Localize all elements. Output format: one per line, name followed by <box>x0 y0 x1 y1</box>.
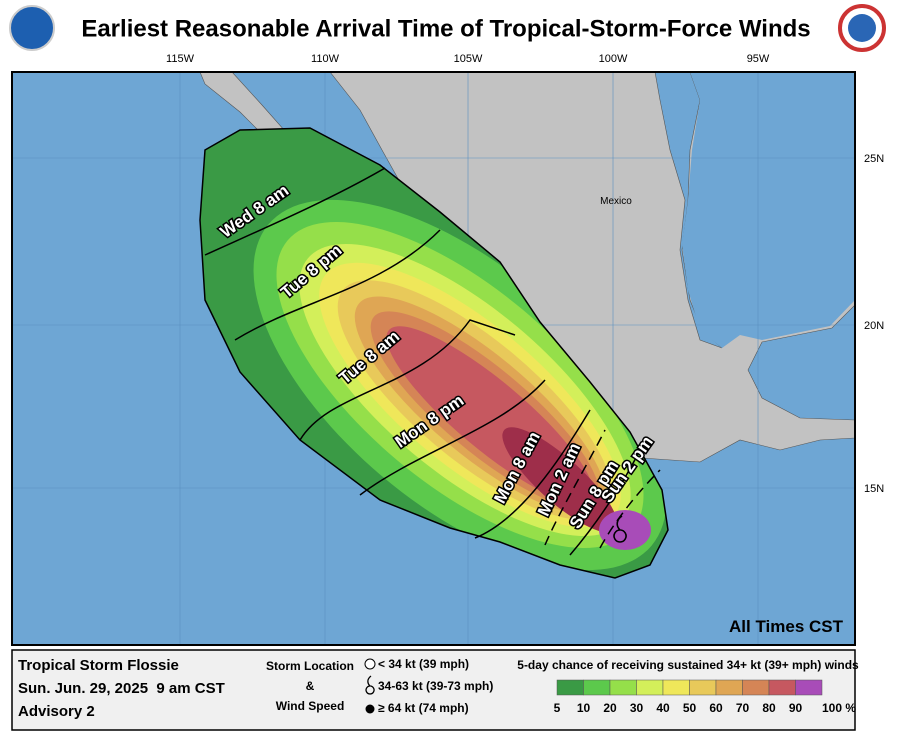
key-symbol <box>365 675 375 695</box>
line-tue-8pm <box>234 229 441 341</box>
storm-name: Tropical Storm Flossie <box>18 657 179 674</box>
line-mon-2am <box>544 429 606 546</box>
map-frame <box>11 71 856 646</box>
longitude-label: 100W <box>599 53 628 65</box>
colorbar-title: 5-day chance of receiving sustained 34+ … <box>517 658 859 672</box>
latitude-label: 20N <box>864 320 884 332</box>
colorbar-swatch <box>742 679 770 696</box>
band-90 <box>502 427 618 533</box>
colorbar-swatch <box>609 679 637 696</box>
key-title: & <box>306 679 315 693</box>
colorbar-label: 80 <box>762 701 776 715</box>
time-zone-note: All Times CST <box>729 617 844 636</box>
line-wed-8am <box>204 167 386 256</box>
colorbar: 5 10 20 30 40 50 60 70 80 90 100 % <box>554 679 856 715</box>
longitude-label: 110W <box>311 53 340 65</box>
key-item: ≥ 64 kt (74 mph) <box>378 701 469 715</box>
key-symbol <box>365 704 375 714</box>
colorbar-label: 40 <box>656 701 670 715</box>
line-sun-8pm <box>569 449 641 556</box>
title: Earliest Reasonable Arrival Time of Trop… <box>81 15 810 42</box>
band-100 <box>599 510 651 550</box>
colorbar-label: 90 <box>789 701 803 715</box>
arrival-lines <box>204 167 661 556</box>
colorbar-label: 50 <box>683 701 697 715</box>
cone-outline <box>199 127 669 579</box>
colorbar-label: 70 <box>736 701 750 715</box>
latitude-label: 25N <box>864 153 884 165</box>
colorbar-label: 5 <box>554 701 561 715</box>
longitude-label: 115W <box>166 53 195 65</box>
colorbar-label: 10 <box>577 701 591 715</box>
colorbar-swatch <box>556 679 584 696</box>
colorbar-label: 60 <box>709 701 723 715</box>
line-mon-8pm <box>359 379 546 496</box>
colorbar-label: 20 <box>603 701 617 715</box>
colorbar-label: 100 % <box>822 701 856 715</box>
colorbar-swatch <box>715 679 743 696</box>
advisory-number: Advisory 2 <box>18 703 95 720</box>
latitude-label: 15N <box>864 483 884 495</box>
probability-cone <box>200 128 668 578</box>
colorbar-swatch <box>662 679 690 696</box>
longitude-label: 105W <box>454 53 483 65</box>
nws-logo-inner <box>848 14 876 42</box>
key-title: Wind Speed <box>276 699 345 713</box>
colorbar-swatch <box>795 679 823 696</box>
advisory-time: Sun. Jun. 29, 2025 9 am CST <box>18 680 225 697</box>
line-sun-2pm <box>599 469 661 549</box>
colorbar-swatch <box>768 679 796 696</box>
land <box>199 72 855 463</box>
longitude-label: 95W <box>747 53 770 65</box>
colorbar-swatch <box>636 679 664 696</box>
colorbar-label: 30 <box>630 701 644 715</box>
colorbar-swatch <box>583 679 611 696</box>
key-symbol <box>364 658 376 670</box>
place-label: Mexico <box>600 196 632 207</box>
key-item: < 34 kt (39 mph) <box>378 657 469 671</box>
gulf-of-mexico <box>682 72 855 348</box>
noaa-logo <box>9 5 55 51</box>
key-title: Storm Location <box>266 659 354 673</box>
line-mon-8am <box>474 409 591 539</box>
graticule: 115W 110W 105W 100W 95W 25N 20N 15N <box>12 53 884 645</box>
key-item: 34-63 kt (39-73 mph) <box>378 679 493 693</box>
line-tue-8am <box>299 319 516 441</box>
colorbar-swatch <box>689 679 717 696</box>
storm-symbol <box>613 515 627 543</box>
